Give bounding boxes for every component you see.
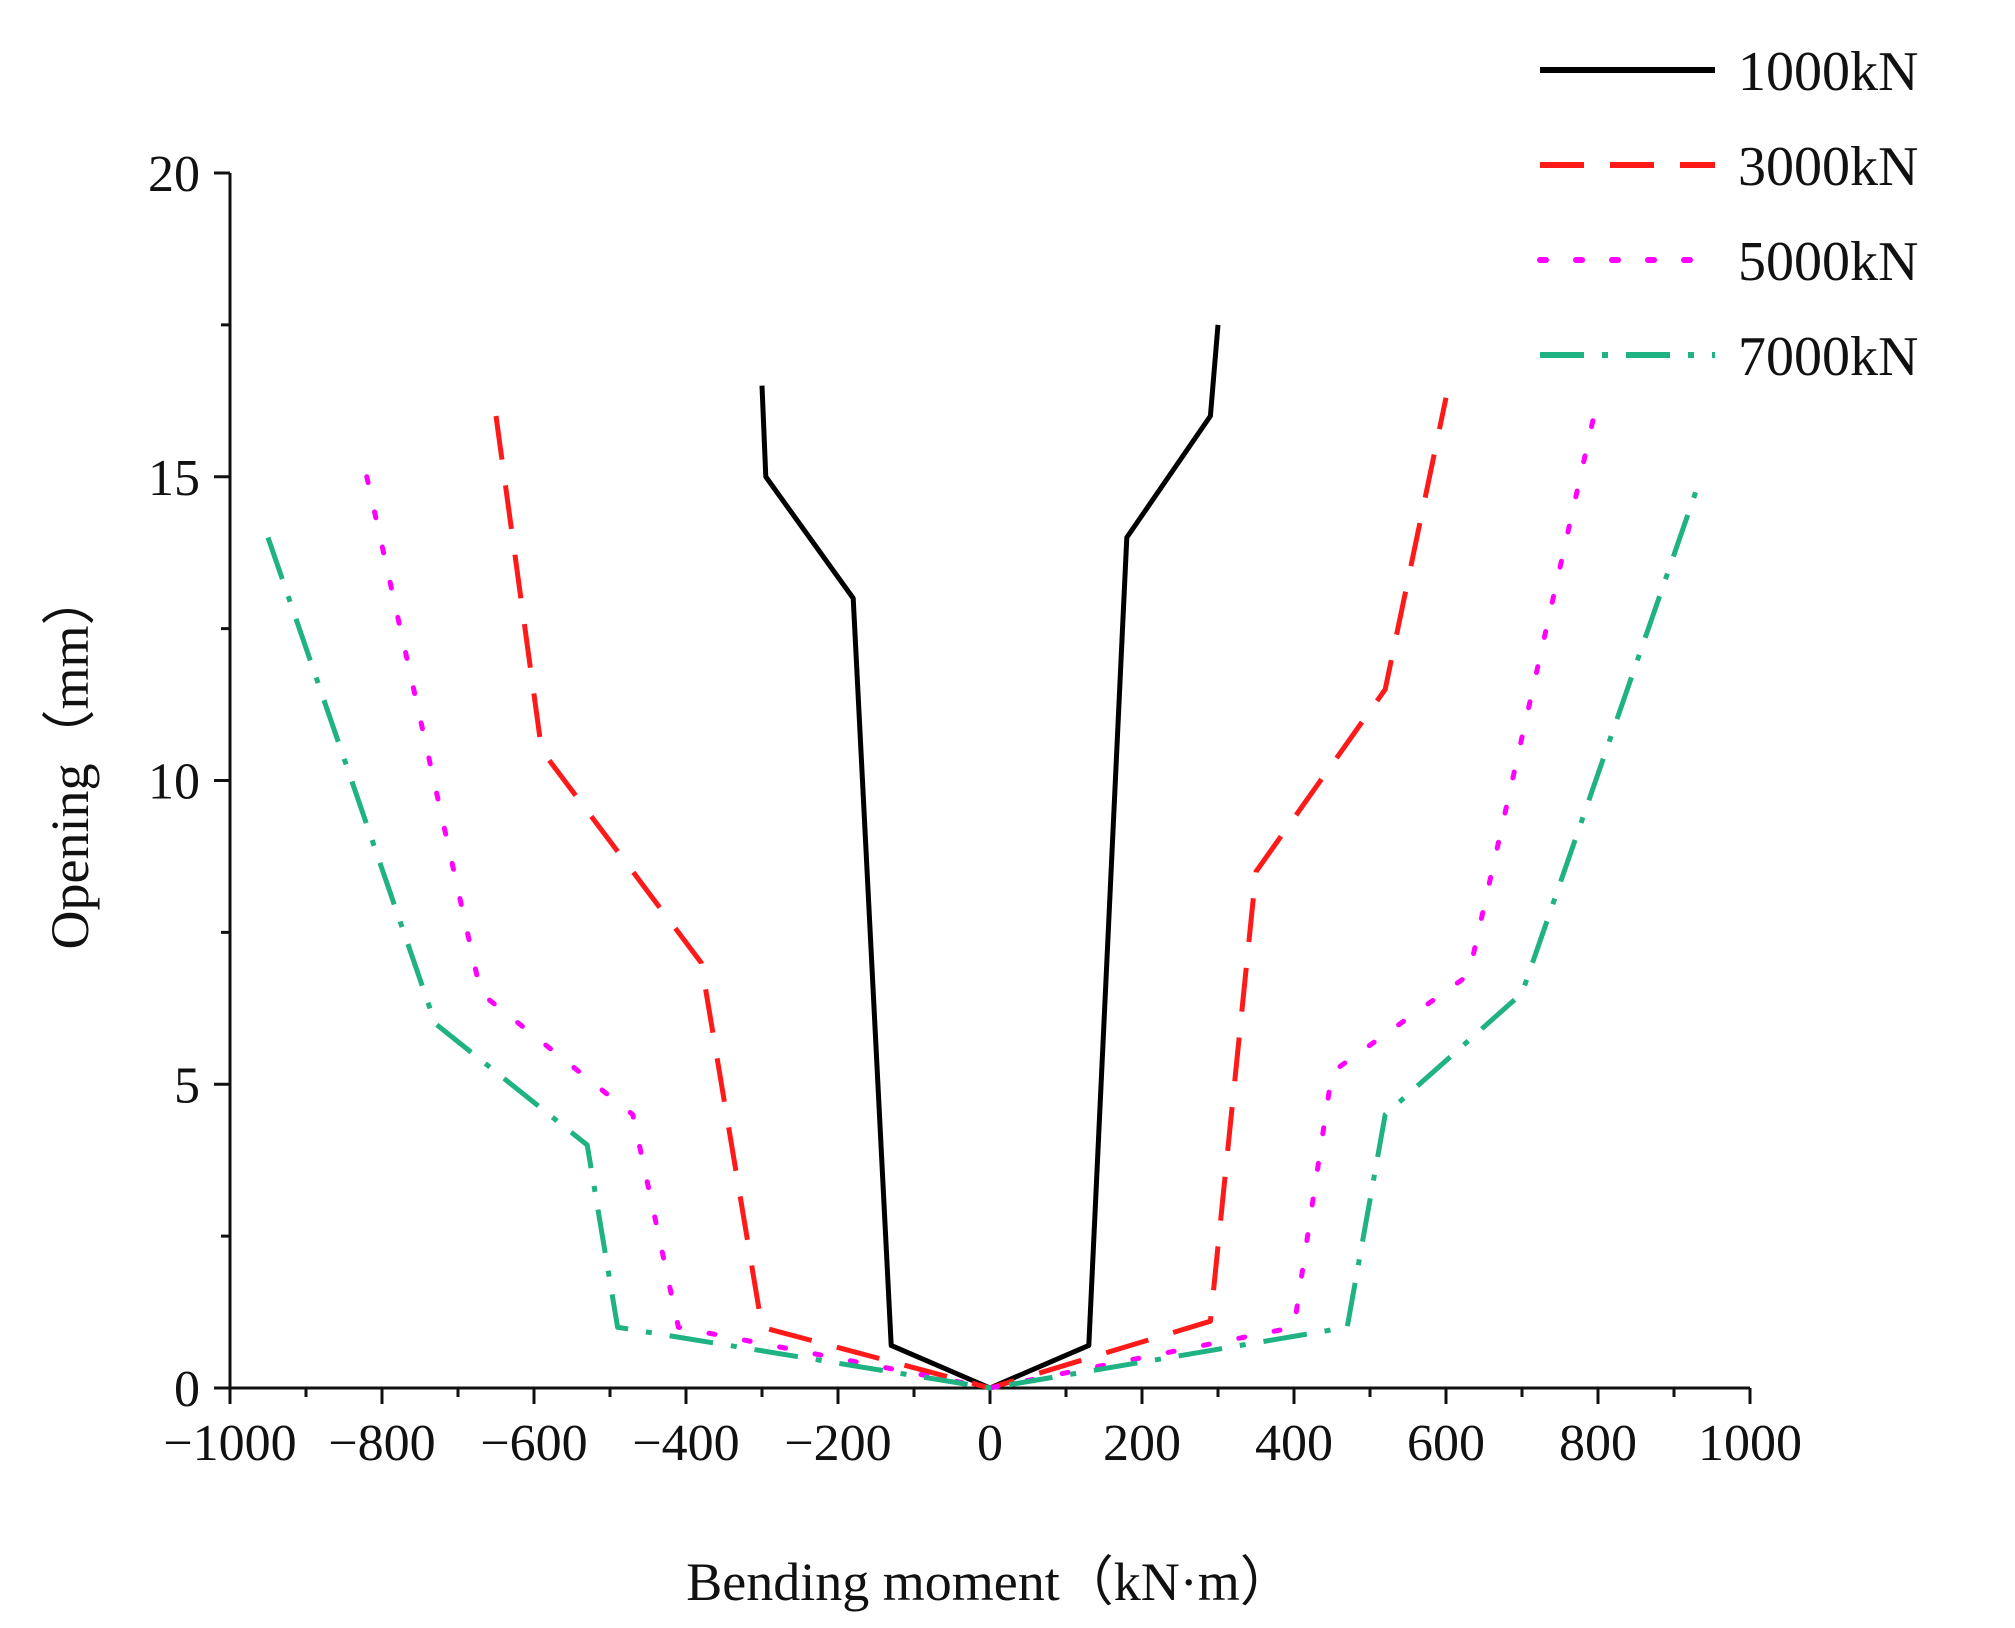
axes: −1000 −800 −600 −400 −200 0 200 400 600 800 1000 0…: [148, 146, 1802, 1472]
legend-label: 3000kN: [1738, 136, 1918, 198]
x-tick-label: 1000: [1698, 1415, 1802, 1472]
legend: 1000kN 3000kN 5000kN 7000kN: [1537, 41, 1918, 388]
x-ticks: −1000 −800 −600 −400 −200 0 200 400 600 800 1000: [163, 1388, 1802, 1472]
y-tick-label: 5: [174, 1057, 200, 1114]
x-tick-label: −1000: [163, 1415, 296, 1472]
x-tick-label: 400: [1255, 1415, 1333, 1472]
y-tick-label: 0: [174, 1361, 200, 1418]
y-tick-label: 20: [148, 146, 200, 203]
y-tick-label: 10: [148, 754, 200, 811]
series-line-1000kN: [759, 324, 1221, 1391]
x-tick-label: −200: [784, 1415, 891, 1472]
x-tick-label: 800: [1559, 1415, 1637, 1472]
series-layer: [265, 324, 1700, 1391]
x-tick-label: −600: [480, 1415, 587, 1472]
series-line-3000kN: [493, 397, 1449, 1391]
y-tick-label: 15: [148, 450, 200, 507]
x-axis-title: Bending moment（kN·m）: [686, 1552, 1293, 1612]
x-tick-label: 0: [977, 1415, 1003, 1472]
x-tick-label: −800: [328, 1415, 435, 1472]
legend-label: 1000kN: [1738, 41, 1918, 103]
y-axis-title: Opening（mm）: [40, 572, 100, 950]
x-tick-label: −400: [632, 1415, 739, 1472]
legend-label: 5000kN: [1738, 231, 1918, 293]
series-line-7000kN: [265, 488, 1700, 1391]
legend-label: 7000kN: [1738, 326, 1918, 388]
x-tick-label: 200: [1103, 1415, 1181, 1472]
x-tick-label: 600: [1407, 1415, 1485, 1472]
y-ticks: 0 5 10 15 20: [148, 146, 230, 1418]
